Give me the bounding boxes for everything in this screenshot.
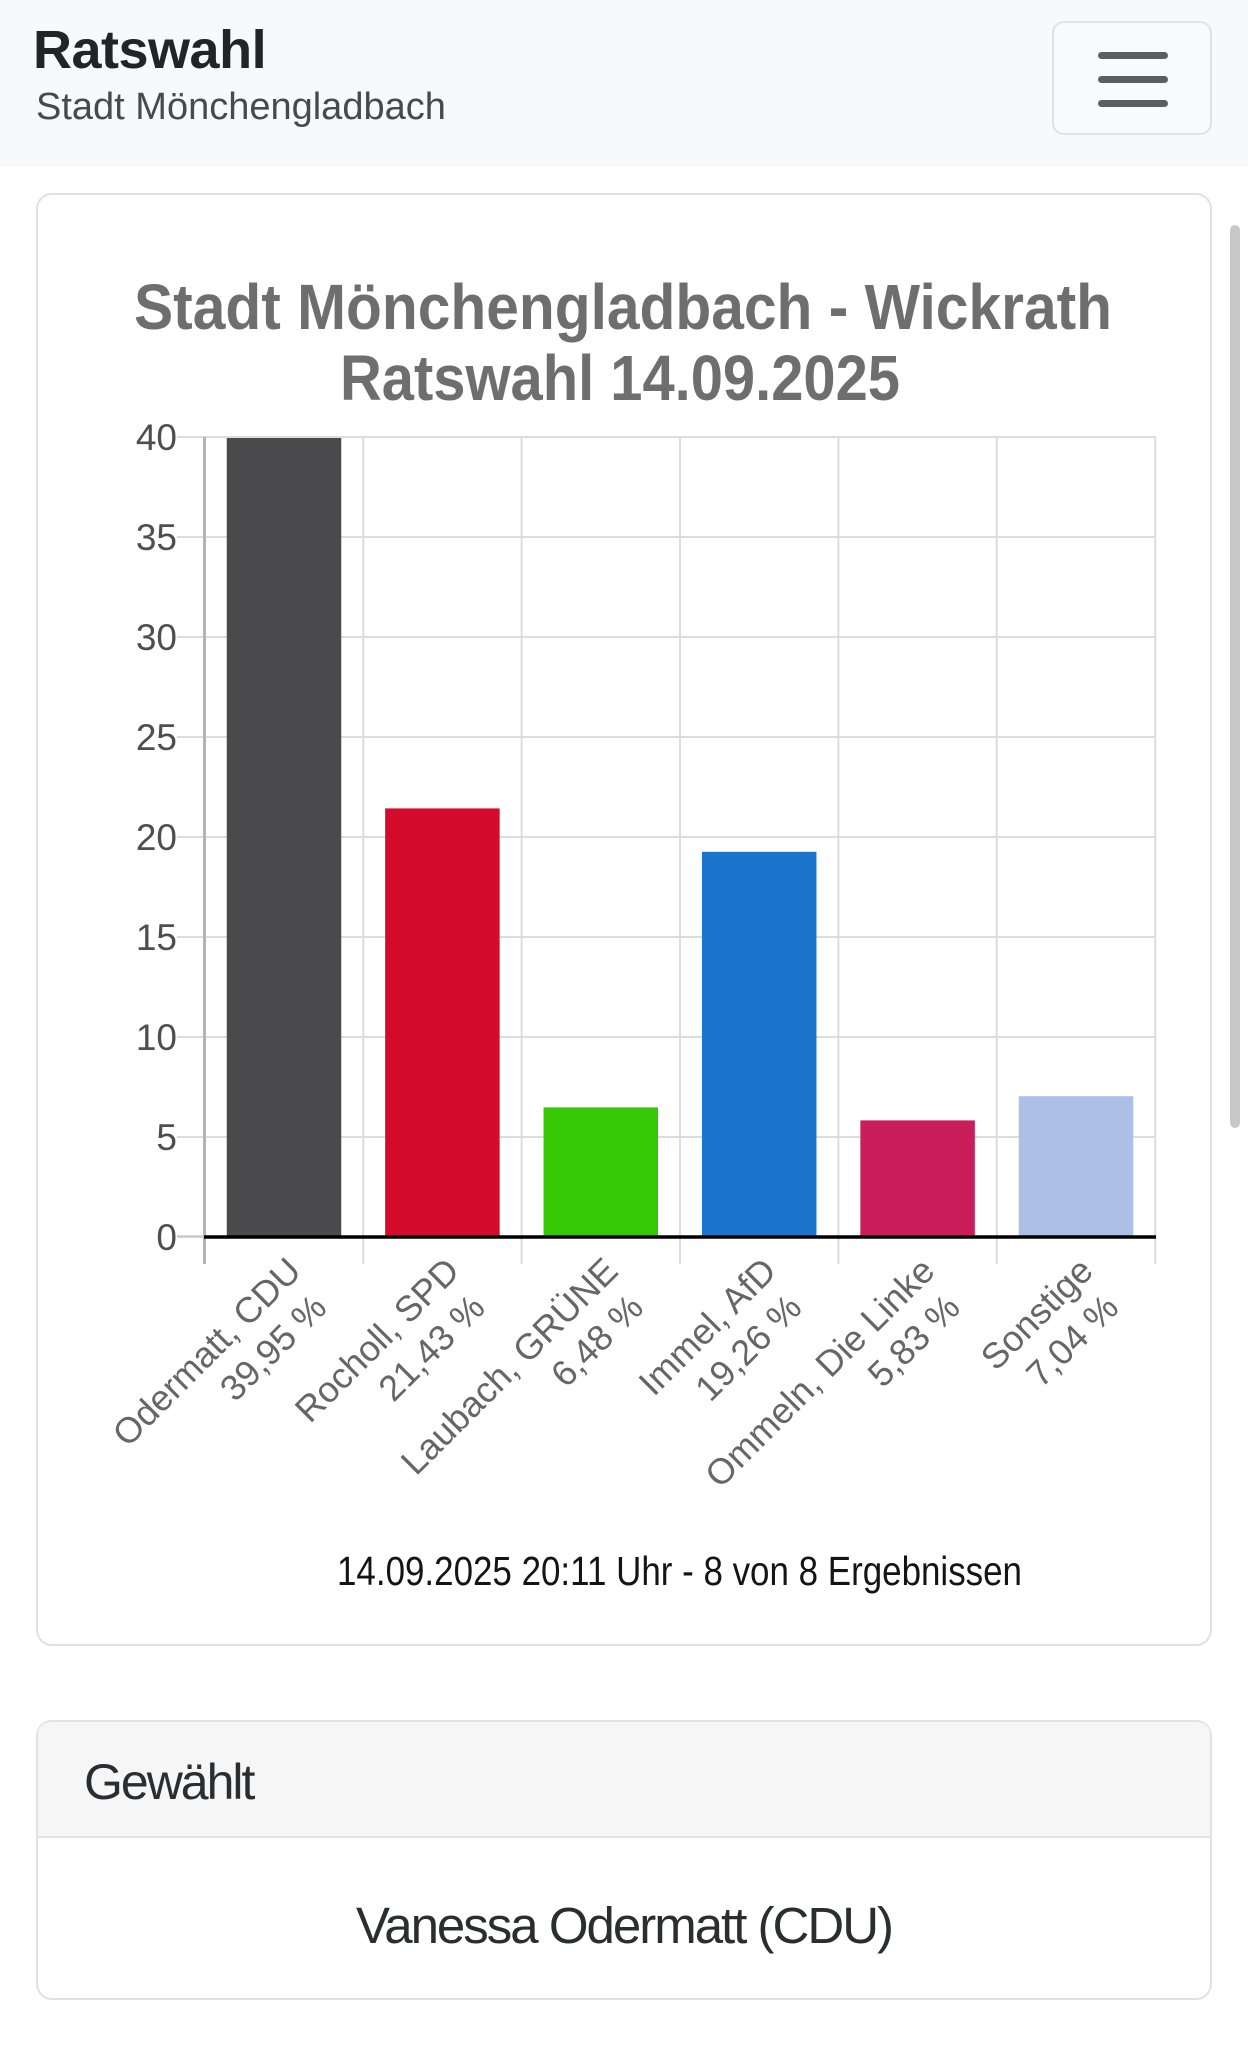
svg-text:15: 15 xyxy=(136,917,177,958)
svg-text:14.09.2025 20:11 Uhr - 8 von 8: 14.09.2025 20:11 Uhr - 8 von 8 Ergebniss… xyxy=(337,1548,1022,1594)
svg-text:30: 30 xyxy=(136,617,177,658)
svg-text:Odermatt, CDU39,95 %: Odermatt, CDU39,95 % xyxy=(104,1250,339,1485)
svg-text:20: 20 xyxy=(136,817,177,858)
svg-text:35: 35 xyxy=(136,517,177,558)
svg-text:0: 0 xyxy=(156,1217,177,1258)
svg-text:Sonstige7,04 %: Sonstige7,04 % xyxy=(973,1250,1132,1409)
svg-text:25: 25 xyxy=(136,717,177,758)
svg-text:40: 40 xyxy=(136,417,177,458)
svg-text:10: 10 xyxy=(136,1017,177,1058)
svg-text:Stadt Mönchengladbach - Wickra: Stadt Mönchengladbach - Wickrath xyxy=(134,271,1112,343)
svg-text:5: 5 xyxy=(156,1117,177,1158)
svg-text:Ratswahl 14.09.2025: Ratswahl 14.09.2025 xyxy=(340,342,900,414)
